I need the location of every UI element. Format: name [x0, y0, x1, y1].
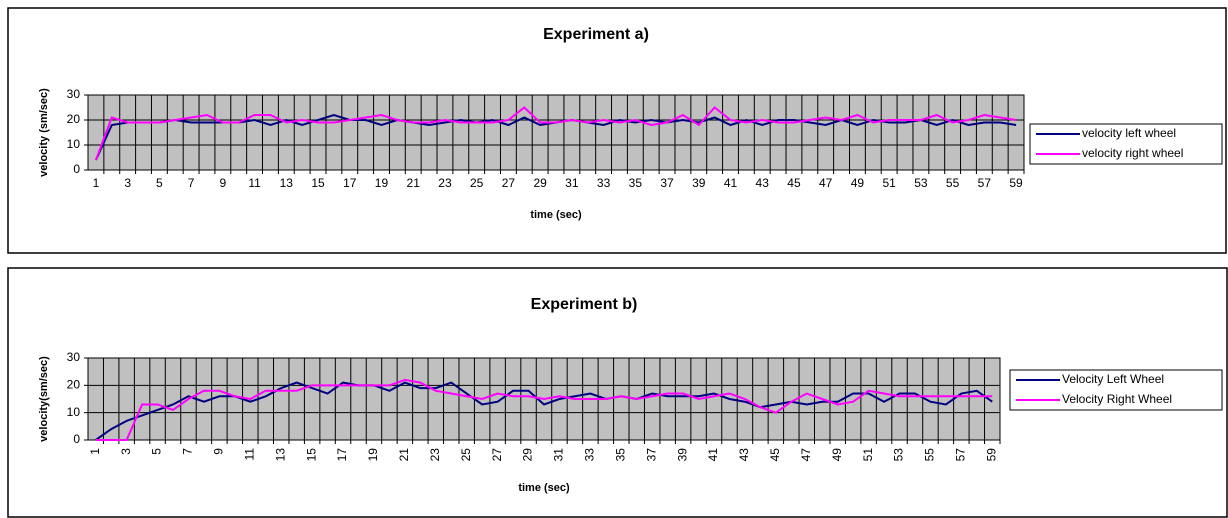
legend-box [1029, 123, 1223, 165]
x-tick-label: 3 [119, 448, 133, 455]
y-tick-label: 20 [67, 378, 81, 392]
x-tick-label: 43 [756, 176, 770, 190]
x-tick-label: 53 [892, 448, 906, 462]
x-tick-label: 35 [613, 448, 627, 462]
x-tick-label: 5 [150, 448, 164, 455]
x-tick-label: 1 [93, 176, 100, 190]
x-tick-label: 29 [533, 176, 547, 190]
x-tick-label: 51 [882, 176, 896, 190]
x-tick-label: 39 [692, 176, 706, 190]
plot-area [88, 95, 1024, 170]
x-axis-label: time (sec) [518, 482, 570, 494]
x-tick-label: 15 [311, 176, 325, 190]
x-tick-label: 47 [799, 448, 813, 462]
x-tick-label: 23 [428, 448, 442, 462]
x-tick-label: 3 [124, 176, 131, 190]
x-tick-label: 57 [954, 448, 968, 462]
x-tick-label: 11 [242, 448, 256, 461]
x-tick-label: 45 [768, 448, 782, 462]
y-axis-label: velocity(sm/sec) [38, 356, 50, 442]
legend-label: velocity right wheel [1082, 146, 1183, 160]
legend-box [1009, 369, 1223, 411]
x-tick-label: 25 [470, 176, 484, 190]
y-tick-label: 0 [73, 162, 80, 176]
legend-label: Velocity Right Wheel [1062, 392, 1172, 406]
x-tick-label: 9 [212, 448, 226, 455]
x-tick-label: 13 [273, 448, 287, 462]
data-line [95, 381, 993, 441]
x-tick-label: 43 [737, 448, 751, 462]
legend-label: Velocity Left Wheel [1062, 372, 1164, 386]
x-tick-label: 21 [407, 176, 421, 190]
x-tick-label: 47 [819, 176, 833, 190]
x-tick-label: 41 [706, 448, 720, 462]
x-axis-label: time (sec) [530, 209, 582, 221]
x-tick-label: 31 [552, 448, 566, 462]
x-tick-label: 33 [597, 176, 611, 190]
x-tick-label: 35 [629, 176, 643, 190]
x-tick-label: 49 [830, 448, 844, 462]
x-tick-label: 57 [978, 176, 992, 190]
x-tick-label: 5 [156, 176, 163, 190]
y-tick-label: 0 [73, 432, 80, 446]
legend-label: velocity left wheel [1082, 126, 1176, 140]
x-tick-label: 27 [502, 176, 516, 190]
x-tick-label: 13 [280, 176, 294, 190]
chart-title: Experiment a) [543, 26, 649, 43]
x-tick-label: 59 [1009, 176, 1023, 190]
x-tick-label: 7 [181, 448, 195, 455]
x-tick-label: 33 [583, 448, 597, 462]
y-tick-label: 30 [67, 87, 81, 101]
x-tick-label: 27 [490, 448, 504, 462]
x-tick-label: 19 [375, 176, 389, 190]
x-tick-label: 39 [675, 448, 689, 462]
data-line [95, 378, 993, 441]
x-tick-label: 53 [914, 176, 928, 190]
x-tick-label: 25 [459, 448, 473, 462]
plot-border [87, 357, 1001, 441]
chart-title: Experiment b) [531, 296, 638, 313]
x-tick-label: 29 [521, 448, 535, 462]
x-tick-label: 9 [220, 176, 227, 190]
x-tick-label: 37 [660, 176, 674, 190]
y-tick-label: 30 [67, 350, 81, 364]
x-tick-label: 17 [343, 176, 357, 190]
x-tick-label: 21 [397, 448, 411, 462]
y-tick-label: 10 [67, 405, 81, 419]
x-tick-label: 59 [984, 448, 998, 462]
x-tick-label: 15 [304, 448, 318, 462]
x-tick-label: 45 [787, 176, 801, 190]
data-line [94, 106, 1017, 161]
x-tick-label: 17 [335, 448, 349, 462]
y-tick-label: 10 [67, 137, 81, 151]
x-tick-label: 19 [366, 448, 380, 462]
x-tick-label: 1 [88, 448, 102, 455]
x-tick-label: 51 [861, 448, 875, 462]
x-tick-label: 31 [565, 176, 579, 190]
y-tick-label: 20 [67, 112, 81, 126]
x-tick-label: 23 [438, 176, 452, 190]
x-tick-label: 55 [946, 176, 960, 190]
x-tick-label: 11 [248, 176, 261, 190]
x-tick-label: 7 [188, 176, 195, 190]
y-axis-label: velocity (sm/sec) [38, 88, 50, 177]
plot-border [87, 94, 1025, 171]
x-tick-label: 41 [724, 176, 738, 190]
x-tick-label: 37 [644, 448, 658, 462]
x-tick-label: 55 [923, 448, 937, 462]
x-tick-label: 49 [851, 176, 865, 190]
